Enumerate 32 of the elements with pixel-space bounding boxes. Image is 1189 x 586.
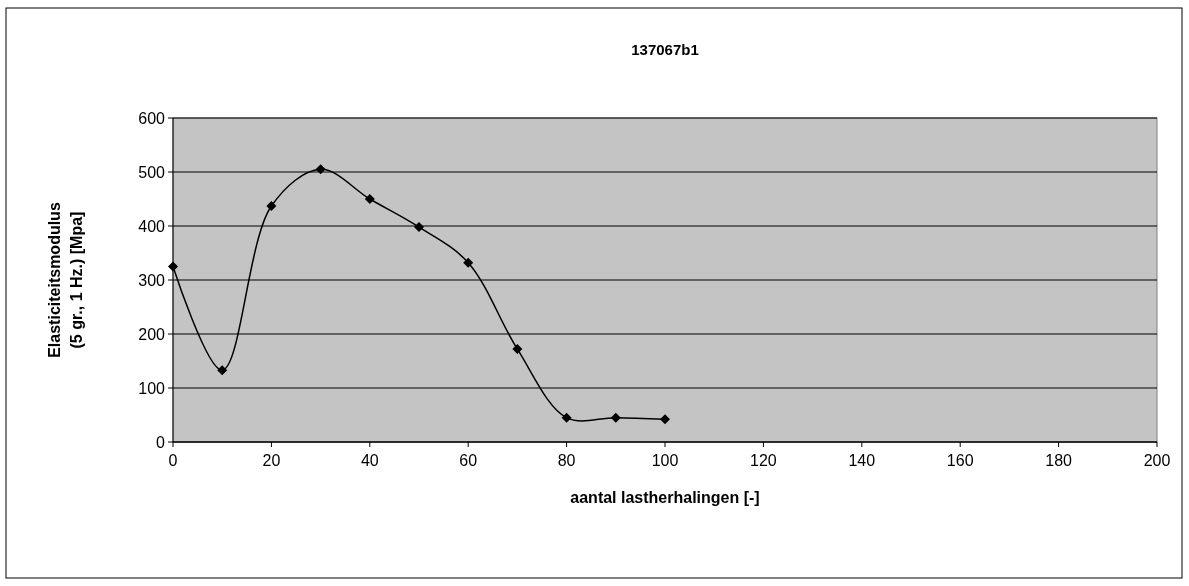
x-axis-title: aantal lastherhalingen [-] — [570, 489, 760, 506]
point — [512, 344, 523, 355]
x-tick-label: 80 — [557, 452, 576, 469]
x-tick-label: 140 — [848, 452, 876, 469]
y-tick-label: 100 — [138, 379, 166, 397]
point — [463, 257, 474, 268]
point — [561, 412, 572, 423]
y-tick-label: 600 — [138, 109, 166, 127]
point — [364, 194, 375, 204]
x-tick-label: 160 — [946, 452, 974, 469]
x-tick-label: 0 — [168, 452, 178, 469]
point — [660, 414, 670, 425]
chart-title: 137067b1 — [631, 41, 699, 58]
y-tick-label: 200 — [138, 325, 166, 343]
point — [414, 222, 424, 233]
x-tick-label: 200 — [1143, 452, 1171, 469]
x-tick-label: 180 — [1045, 452, 1073, 469]
y-tick-label: 300 — [138, 271, 166, 289]
y-tick-label: 500 — [138, 163, 166, 181]
point — [266, 201, 277, 212]
point — [168, 261, 178, 272]
x-tick-label: 60 — [459, 452, 478, 469]
x-tick-label: 40 — [360, 452, 379, 469]
point — [610, 412, 621, 423]
y-axis-title: Elasticiteitsmodulus (5 gr., 1 Hz.) [Mpa] — [46, 202, 85, 358]
point — [217, 365, 228, 376]
x-tick-label: 120 — [750, 452, 777, 469]
y-tick-label: 400 — [138, 217, 166, 235]
y-tick-label: 0 — [156, 433, 166, 451]
point — [315, 164, 326, 175]
x-tick-label: 100 — [651, 452, 679, 469]
x-tick-label: 20 — [262, 452, 281, 469]
